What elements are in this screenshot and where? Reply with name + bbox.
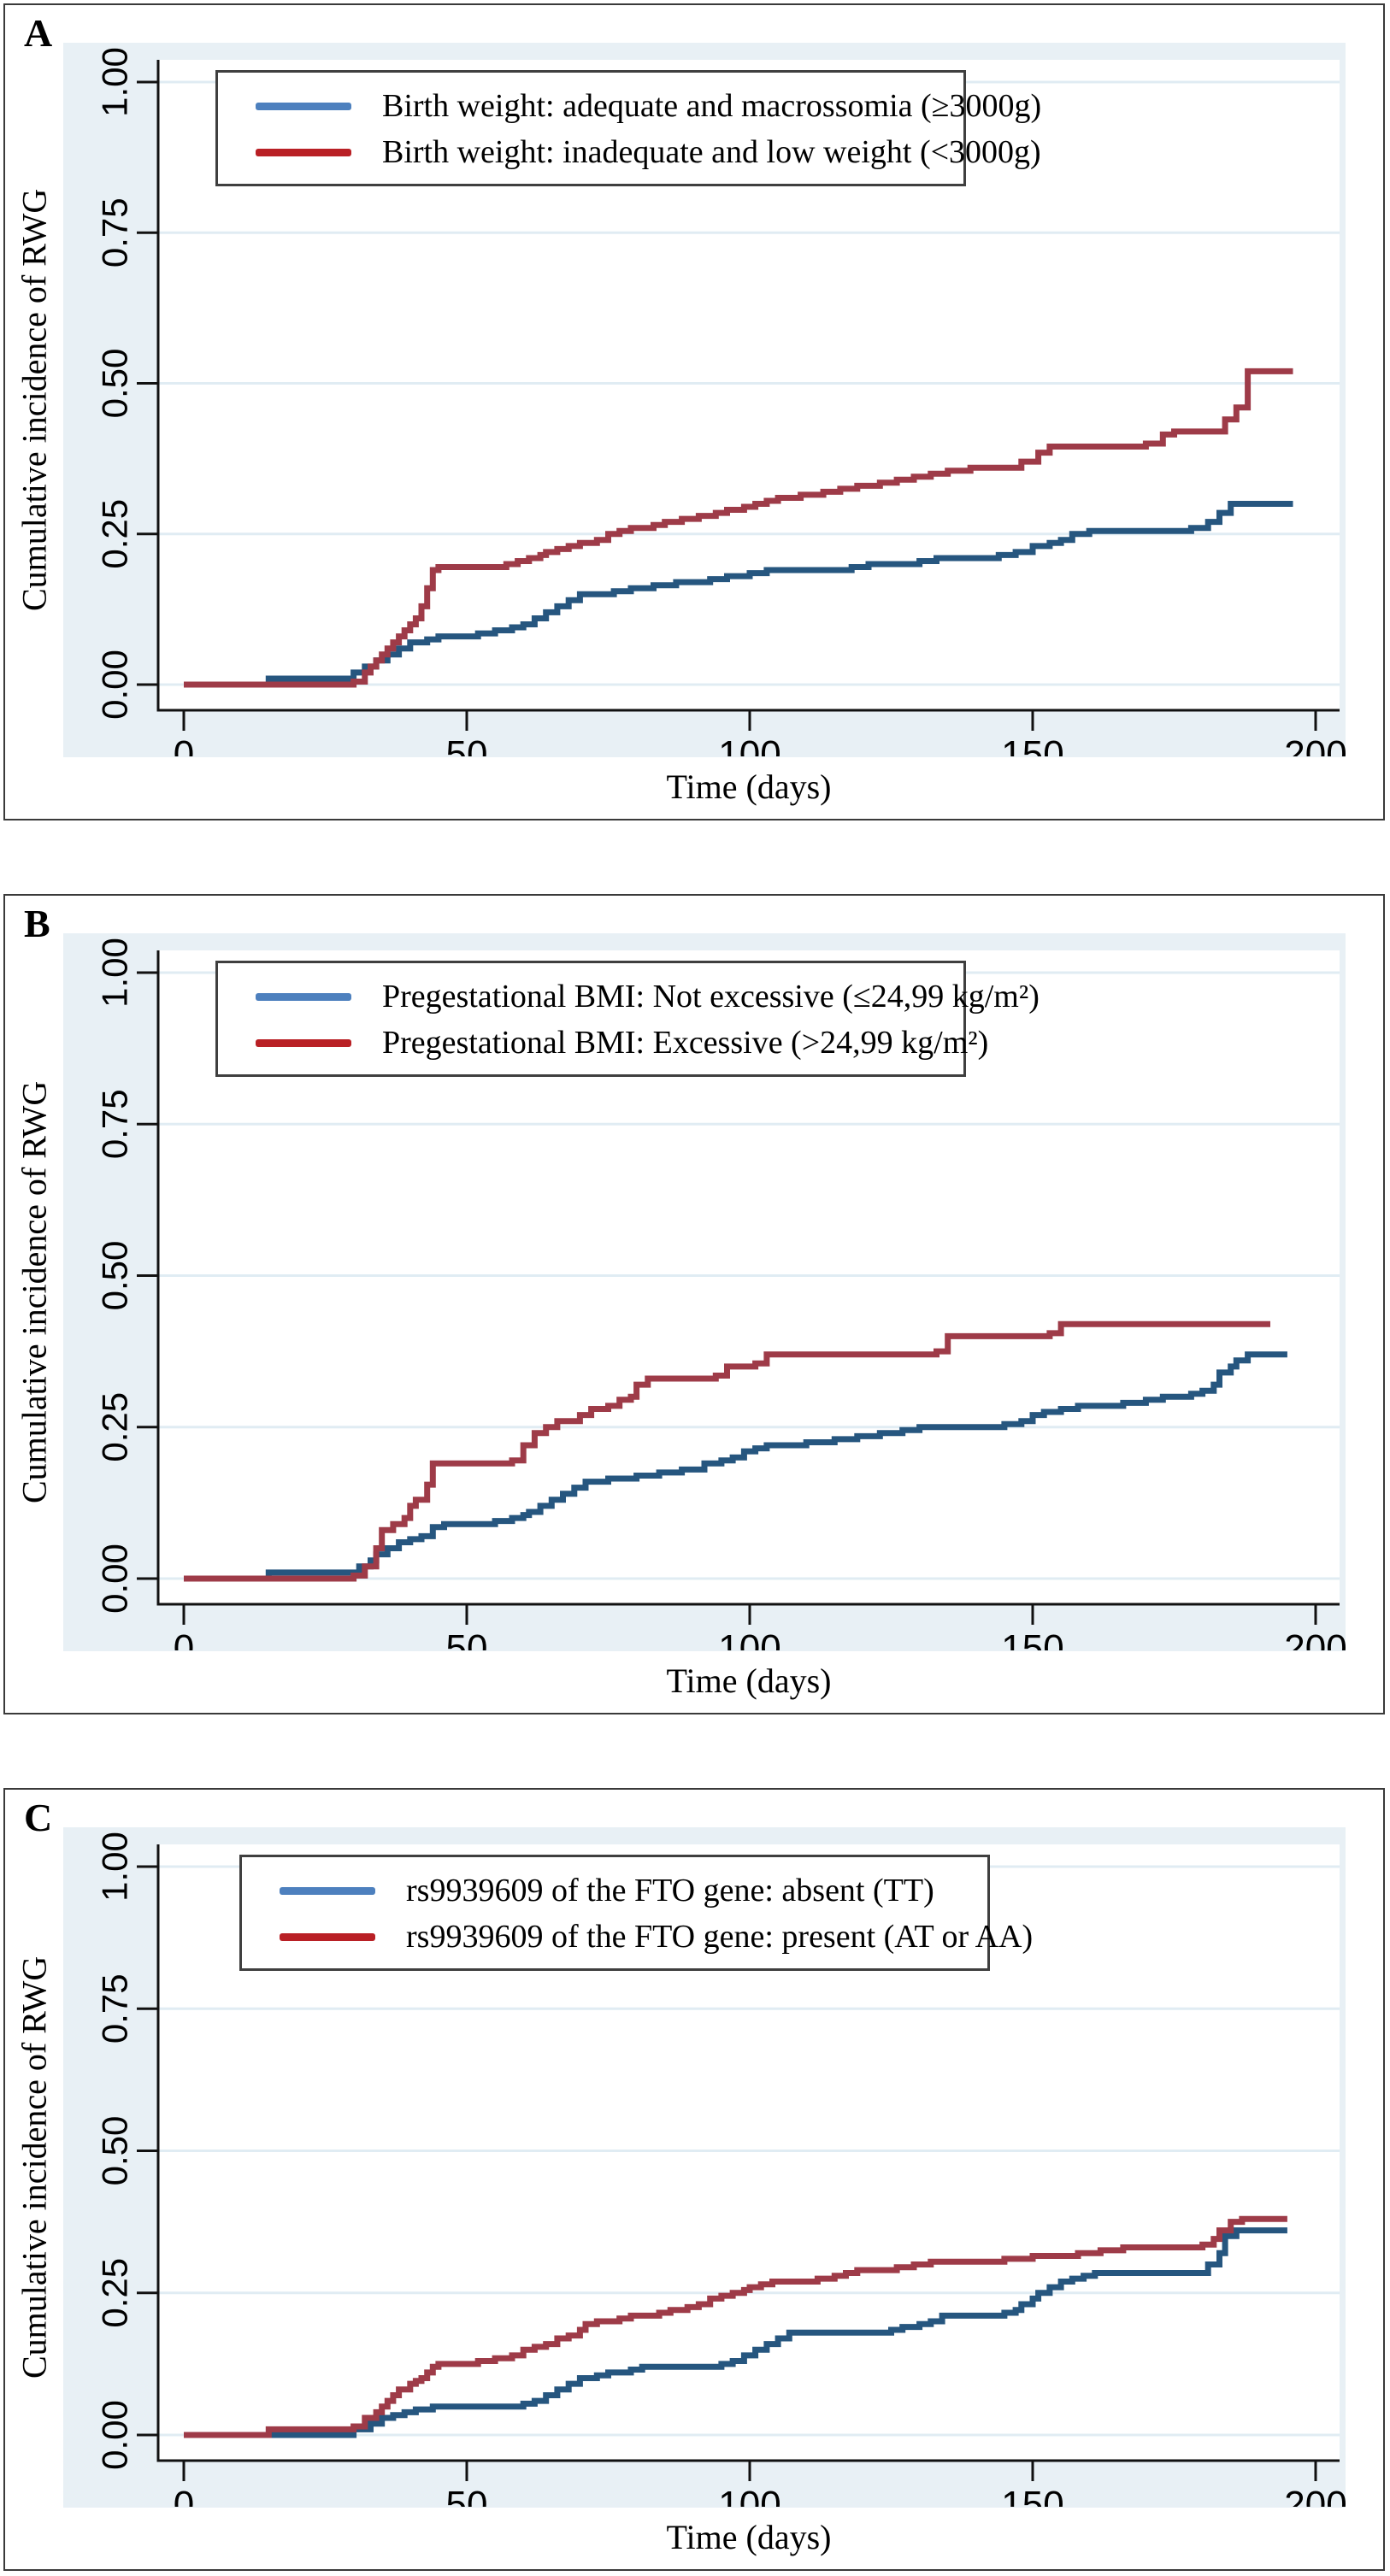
legend-swatch-red-line-icon bbox=[256, 148, 351, 156]
legend-row: rs9939609 of the FTO gene: absent (TT) bbox=[242, 1867, 987, 1914]
legend-row: Pregestational BMI: Not excessive (≤24,9… bbox=[218, 973, 1040, 1020]
svg-text:0.50: 0.50 bbox=[95, 2116, 135, 2186]
panel-c: C Cumulative incidence of RWG 0.00 0.25 0.… bbox=[3, 1788, 1385, 2571]
legend-label: rs9939609 of the FTO gene: present (AT o… bbox=[406, 1919, 1034, 1955]
svg-text:200: 200 bbox=[1284, 1627, 1346, 1650]
km-curve bbox=[184, 1320, 1270, 1582]
panel-b: B Cumulative incidence of RWG 0.00 0.25 0.… bbox=[3, 894, 1385, 1714]
panel-letter-b: B bbox=[24, 902, 50, 945]
svg-text:150: 150 bbox=[1001, 2484, 1063, 2507]
plot-area: 0.00 0.25 0.50 0.75 1.00 0 50 100 150 200 rs99396… bbox=[63, 1827, 1346, 2508]
svg-text:200: 200 bbox=[1284, 733, 1346, 756]
x-axis-title: Time (days) bbox=[666, 2518, 832, 2556]
legend-swatch-blue-line-icon bbox=[256, 102, 351, 110]
y-axis-title: Cumulative incidence of RWG bbox=[15, 1080, 54, 1504]
legend: Pregestational BMI: Not excessive (≤24,9… bbox=[215, 961, 1040, 1077]
legend-swatch-red-line-icon bbox=[256, 1038, 351, 1047]
panel-letter-c: C bbox=[24, 1796, 53, 1839]
svg-text:1.00: 1.00 bbox=[95, 1832, 135, 1902]
panel-a: A Cumulative incidence of RWG 0.00 0.25 0.… bbox=[3, 3, 1385, 820]
svg-text:150: 150 bbox=[1001, 733, 1063, 756]
svg-text:0.75: 0.75 bbox=[95, 1089, 135, 1159]
svg-text:0.25: 0.25 bbox=[95, 1392, 135, 1462]
svg-text:0: 0 bbox=[174, 2484, 194, 2507]
panel-letter-a: A bbox=[24, 11, 53, 55]
legend-row: Birth weight: inadequate and low weight … bbox=[218, 129, 1041, 175]
svg-text:0.50: 0.50 bbox=[95, 349, 135, 419]
legend-swatch-blue-line-icon bbox=[280, 1886, 375, 1895]
svg-text:1.00: 1.00 bbox=[95, 938, 135, 1008]
km-curve bbox=[184, 1351, 1287, 1582]
y-axis-title: Cumulative incidence of RWG bbox=[15, 188, 54, 612]
svg-text:0: 0 bbox=[174, 733, 194, 756]
x-axis-title: Time (days) bbox=[666, 768, 832, 806]
plot-area: 0.00 0.25 0.50 0.75 1.00 0 50 100 150 200 Pregest… bbox=[63, 933, 1346, 1651]
svg-text:0.00: 0.00 bbox=[95, 2400, 135, 2470]
svg-text:100: 100 bbox=[718, 1627, 780, 1650]
legend-swatch-blue-line-icon bbox=[256, 992, 351, 1001]
svg-text:50: 50 bbox=[446, 733, 488, 756]
legend-row: rs9939609 of the FTO gene: present (AT o… bbox=[242, 1914, 1033, 1960]
svg-text:50: 50 bbox=[446, 2484, 488, 2507]
legend: rs9939609 of the FTO gene: absent (TT) r… bbox=[239, 1855, 1033, 1971]
svg-text:50: 50 bbox=[446, 1627, 488, 1650]
legend-swatch-red-line-icon bbox=[280, 1932, 375, 1941]
svg-text:100: 100 bbox=[718, 733, 780, 756]
svg-text:0.75: 0.75 bbox=[95, 1973, 135, 2044]
km-curve bbox=[184, 2215, 1287, 2438]
svg-text:0.00: 0.00 bbox=[95, 1544, 135, 1614]
svg-text:0.50: 0.50 bbox=[95, 1241, 135, 1311]
km-curve bbox=[184, 501, 1293, 688]
y-axis-title: Cumulative incidence of RWG bbox=[15, 1956, 54, 2379]
legend-label: Pregestational BMI: Excessive (>24,99 kg… bbox=[382, 1025, 989, 1061]
legend-row: Birth weight: adequate and macrossomia (… bbox=[218, 83, 1041, 129]
legend-label: Pregestational BMI: Not excessive (≤24,9… bbox=[382, 979, 1040, 1015]
svg-text:150: 150 bbox=[1001, 1627, 1063, 1650]
legend-label: Birth weight: inadequate and low weight … bbox=[382, 134, 1041, 170]
km-curve bbox=[184, 2227, 1287, 2438]
x-axis-title: Time (days) bbox=[666, 1661, 832, 1700]
svg-text:0.25: 0.25 bbox=[95, 2258, 135, 2328]
legend-label: Birth weight: adequate and macrossomia (… bbox=[382, 88, 1042, 124]
svg-text:100: 100 bbox=[718, 2484, 780, 2507]
legend-label: rs9939609 of the FTO gene: absent (TT) bbox=[406, 1873, 934, 1908]
legend: Birth weight: adequate and macrossomia (… bbox=[215, 70, 1041, 186]
km-curve bbox=[184, 368, 1293, 688]
svg-text:0.75: 0.75 bbox=[95, 197, 135, 268]
legend-row: Pregestational BMI: Excessive (>24,99 kg… bbox=[218, 1020, 988, 1066]
svg-text:0.25: 0.25 bbox=[95, 499, 135, 569]
svg-text:0.00: 0.00 bbox=[95, 650, 135, 720]
svg-text:0: 0 bbox=[174, 1627, 194, 1650]
svg-text:200: 200 bbox=[1284, 2484, 1346, 2507]
plot-area: 0.00 0.25 0.50 0.75 1.00 0 50 100 150 200 Birth w… bbox=[63, 43, 1346, 757]
svg-text:1.00: 1.00 bbox=[95, 47, 135, 117]
